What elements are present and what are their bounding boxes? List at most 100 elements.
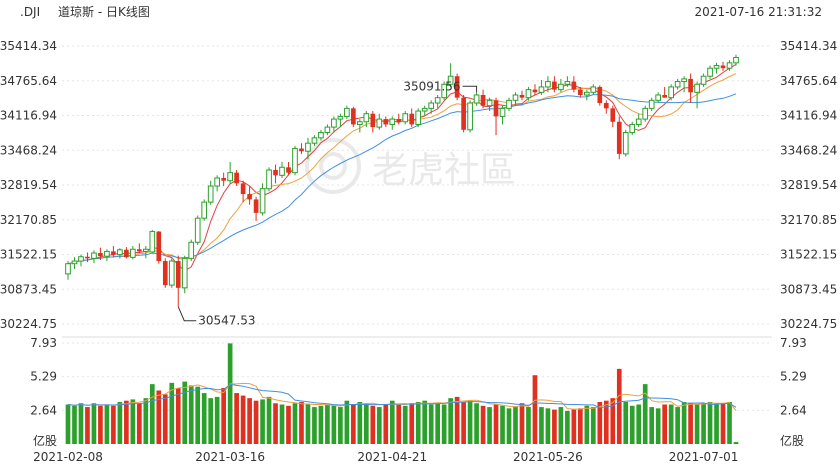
candle-body-down: [124, 249, 129, 258]
candle-body-up: [506, 99, 512, 109]
volume-bar: [454, 396, 460, 444]
candle: [552, 76, 557, 93]
candle-body-down: [273, 169, 278, 176]
candle: [351, 106, 356, 128]
candle: [149, 229, 156, 254]
candle-body-down: [720, 65, 726, 69]
candle-body-up: [655, 94, 662, 101]
candle: [98, 247, 103, 260]
candle-body-up: [357, 121, 363, 125]
candle-body-up: [207, 185, 214, 203]
volume-bar: [467, 400, 473, 444]
candle: [473, 92, 480, 106]
volume-bar: [305, 404, 311, 444]
volume-bar: [260, 399, 265, 444]
volume-bar: [292, 403, 298, 444]
volume-bar: [286, 405, 291, 444]
price-tick-left: 32170.85: [0, 213, 57, 227]
candle: [344, 105, 350, 120]
candle-body-up: [201, 201, 208, 219]
candle: [253, 196, 259, 221]
watermark-text: 老虎社區: [372, 150, 516, 191]
volume-bar: [85, 407, 90, 444]
candle: [564, 76, 571, 87]
candle-body-up: [305, 142, 311, 152]
candle: [175, 255, 181, 307]
volume-bar: [234, 393, 239, 444]
candle: [415, 108, 422, 128]
volume-bar: [539, 407, 544, 444]
volume-bar: [493, 404, 499, 444]
candle-body-up: [681, 78, 687, 83]
candle: [299, 143, 304, 154]
volume-bar: [649, 407, 655, 444]
volume-bar: [227, 343, 233, 444]
candle: [124, 247, 129, 259]
candle: [629, 121, 636, 136]
candle: [545, 76, 551, 93]
candle: [71, 257, 78, 270]
candle-body-up: [91, 252, 97, 259]
candle: [700, 73, 707, 87]
candle-body-down: [111, 251, 116, 255]
candle: [181, 255, 188, 294]
candle-body-up: [311, 137, 318, 144]
volume-bar: [733, 442, 739, 444]
volume-bar: [331, 405, 337, 444]
candle: [486, 97, 493, 112]
candle-body-down: [461, 97, 466, 130]
candle-body-up: [668, 86, 674, 99]
volume-bar: [448, 398, 453, 444]
candle-body-up: [337, 115, 344, 120]
volume-bar: [175, 387, 181, 444]
low-marker-label: 30547.53: [198, 314, 255, 328]
candle: [454, 73, 460, 101]
candle-body-down: [351, 108, 356, 125]
volume-bar: [318, 405, 324, 444]
volume-bar: [137, 403, 142, 444]
volume-bar: [603, 400, 609, 444]
candle-body-down: [688, 78, 693, 93]
candle-body-up: [415, 110, 422, 125]
candle: [597, 85, 603, 106]
candle: [65, 261, 71, 280]
volume-bar: [532, 375, 538, 444]
candle-body-up: [363, 113, 370, 123]
volume-ma5-line: [67, 382, 737, 411]
x-tick-label: 2021-04-21: [357, 450, 427, 464]
volume-bar: [629, 405, 635, 444]
candle: [409, 108, 415, 128]
volume-bar: [162, 394, 168, 444]
price-tick-left: 32819.54: [0, 178, 57, 192]
candle-body-down: [532, 89, 538, 93]
candle-body-up: [584, 91, 590, 96]
volume-bar: [240, 395, 246, 444]
volume-bar: [279, 404, 285, 444]
x-tick-label: 2021-05-26: [513, 450, 583, 464]
candle: [519, 90, 525, 101]
candle-body-down: [396, 119, 402, 122]
volume-bar: [616, 368, 622, 444]
watermark-logo-inner-icon: [319, 152, 347, 180]
volume-bar: [584, 405, 590, 444]
candle-body-up: [104, 250, 110, 257]
candle: [441, 81, 447, 101]
ma10-line: [67, 73, 737, 265]
volume-bar: [65, 404, 71, 444]
candle: [733, 54, 739, 66]
candle-body-up: [733, 56, 739, 64]
candle-body-down: [519, 94, 525, 98]
volume-bar: [513, 407, 518, 444]
candle: [558, 78, 564, 93]
volume-bar: [78, 403, 84, 444]
candle-body-up: [558, 83, 564, 91]
candle: [137, 243, 142, 254]
candle: [688, 73, 693, 104]
candle: [610, 105, 616, 128]
candle: [681, 76, 687, 93]
candle: [402, 111, 409, 125]
volume-bar: [351, 404, 356, 444]
volume-bar: [182, 381, 188, 444]
volume-bar: [253, 400, 259, 444]
